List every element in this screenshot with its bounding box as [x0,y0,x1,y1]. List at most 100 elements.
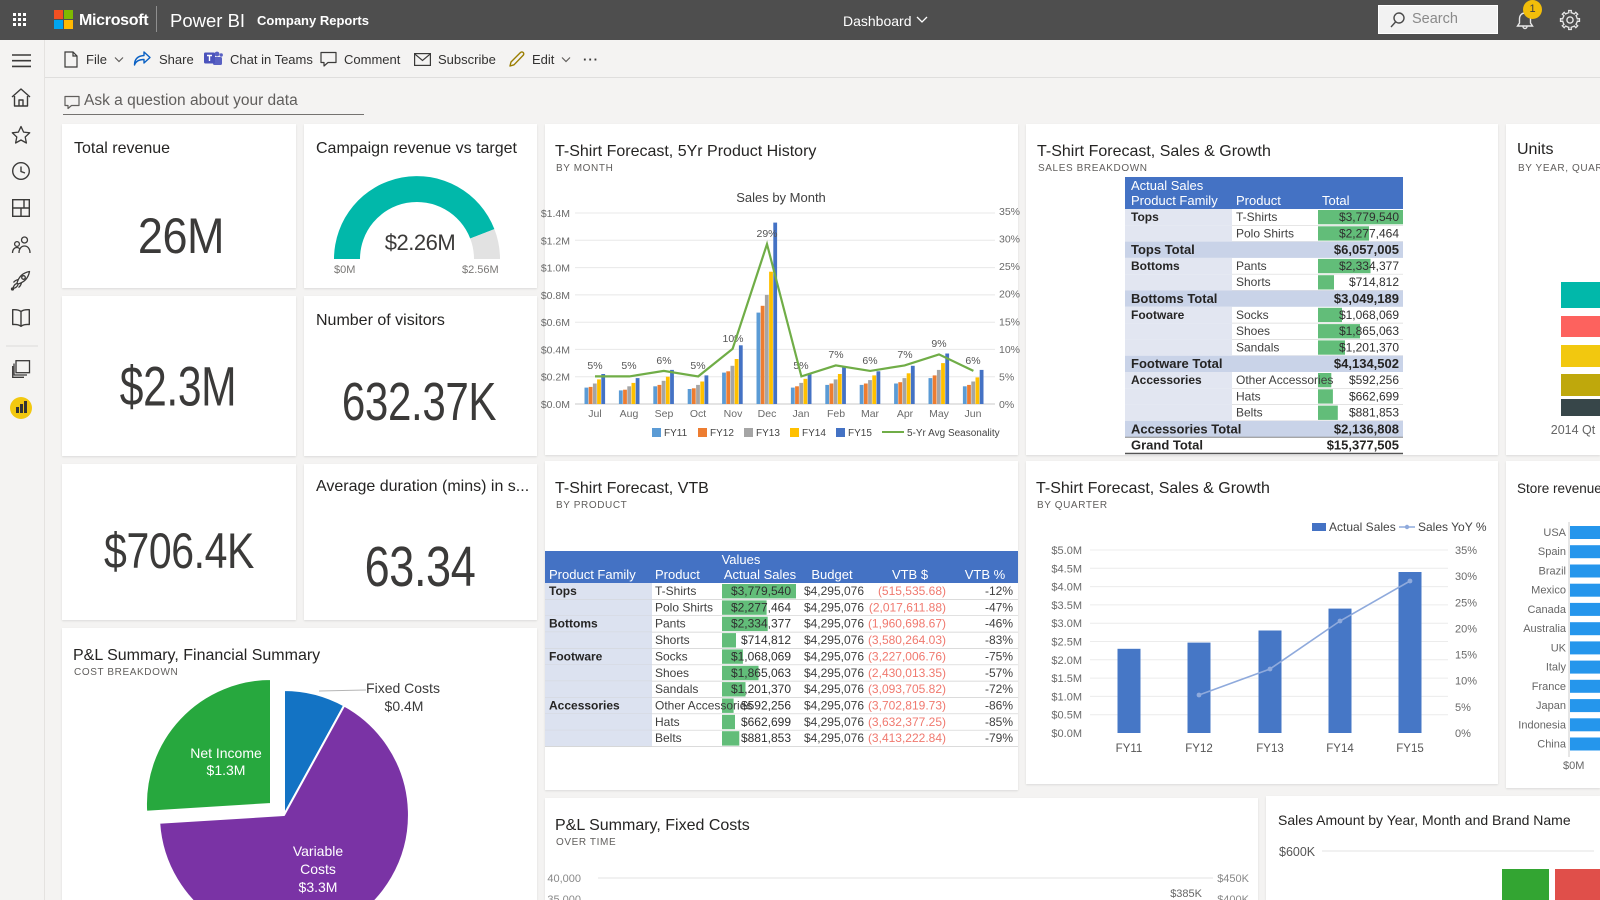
svg-text:Australia: Australia [1523,623,1567,635]
svg-text:$714,812: $714,812 [1349,275,1399,289]
svg-text:Actual Sales: Actual Sales [724,567,797,582]
svg-text:$450K: $450K [1217,873,1249,885]
svg-text:$3,049,189: $3,049,189 [1334,291,1399,306]
svg-text:$1.4M: $1.4M [541,208,570,220]
svg-text:Accessories: Accessories [1131,373,1202,387]
svg-text:Indonesia: Indonesia [1518,719,1567,731]
svg-text:$5.0M: $5.0M [1051,545,1082,557]
svg-text:FY15: FY15 [1396,743,1424,755]
svg-text:$1,068,069: $1,068,069 [731,649,791,663]
svg-text:Product Family: Product Family [549,567,636,582]
svg-text:(515,535.68): (515,535.68) [878,584,946,598]
svg-text:-47%: -47% [985,600,1013,614]
svg-text:FY12: FY12 [710,428,734,439]
svg-text:Sandals: Sandals [655,682,698,696]
svg-text:15%: 15% [999,316,1020,328]
svg-text:Other Accessories: Other Accessories [655,699,752,713]
svg-text:Shoes: Shoes [655,666,689,680]
svg-text:Japan: Japan [1536,700,1566,712]
svg-text:$6,057,005: $6,057,005 [1334,242,1399,257]
svg-text:$662,699: $662,699 [1349,389,1399,403]
svg-text:$1.0M: $1.0M [1051,691,1082,703]
svg-text:$0M: $0M [1563,760,1584,772]
svg-text:Spain: Spain [1538,546,1566,558]
svg-text:Hats: Hats [655,715,680,729]
svg-text:Pants: Pants [1236,259,1267,273]
svg-text:Shorts: Shorts [1236,275,1271,289]
svg-text:6%: 6% [656,355,671,367]
svg-text:$0.4M: $0.4M [541,344,570,356]
svg-text:FY14: FY14 [802,428,826,439]
svg-text:Fixed Costs: Fixed Costs [366,680,440,696]
svg-text:5-Yr Avg Seasonality: 5-Yr Avg Seasonality [907,428,1000,439]
svg-text:$1,201,370: $1,201,370 [731,682,791,696]
svg-text:Product: Product [1236,193,1281,208]
svg-text:Socks: Socks [655,649,688,663]
svg-text:-75%: -75% [985,649,1013,663]
svg-text:30%: 30% [999,234,1020,246]
svg-text:Bottoms Total: Bottoms Total [1131,291,1217,306]
svg-text:(3,632,377.25): (3,632,377.25) [868,715,946,729]
svg-text:40,000: 40,000 [547,873,581,885]
svg-text:$881,853: $881,853 [1349,406,1399,420]
svg-text:(3,580,264.03): (3,580,264.03) [868,633,946,647]
svg-text:VTB $: VTB $ [892,567,929,582]
svg-text:$1.5M: $1.5M [1051,673,1082,685]
svg-text:$4,134,502: $4,134,502 [1334,356,1399,371]
svg-text:$1.0M: $1.0M [541,263,570,275]
svg-text:$1,068,069: $1,068,069 [1339,308,1399,322]
svg-text:VTB %: VTB % [965,567,1006,582]
svg-text:Belts: Belts [655,731,682,745]
svg-text:Budget: Budget [811,567,853,582]
svg-text:USA: USA [1543,527,1566,539]
svg-text:Oct: Oct [690,408,706,420]
svg-text:Tops: Tops [549,584,577,598]
svg-text:Jul: Jul [588,408,601,420]
svg-text:Actual Sales: Actual Sales [1131,178,1204,193]
svg-text:25%: 25% [999,261,1020,273]
svg-text:$4.0M: $4.0M [1051,582,1082,594]
svg-text:$592,256: $592,256 [741,699,791,713]
svg-text:20%: 20% [999,289,1020,301]
svg-text:Nov: Nov [724,408,743,420]
svg-text:$3,779,540: $3,779,540 [731,584,791,598]
svg-text:Actual Sales: Actual Sales [1329,520,1396,534]
svg-text:FY15: FY15 [848,428,872,439]
svg-text:Accessories: Accessories [549,699,620,713]
svg-text:-46%: -46% [985,617,1013,631]
svg-text:5%: 5% [999,371,1014,383]
svg-text:$4,295,076: $4,295,076 [804,666,864,680]
svg-text:(2,430,013.35): (2,430,013.35) [868,666,946,680]
svg-text:35%: 35% [1455,545,1477,557]
svg-text:9%: 9% [931,338,946,350]
svg-text:Belts: Belts [1236,406,1263,420]
svg-text:0%: 0% [999,399,1014,411]
svg-text:Apr: Apr [897,408,914,420]
svg-text:(3,413,222.84): (3,413,222.84) [868,731,946,745]
svg-text:35%: 35% [999,206,1020,218]
svg-text:(3,093,705.82): (3,093,705.82) [868,682,946,696]
svg-text:Accessories Total: Accessories Total [1131,421,1241,436]
svg-text:-79%: -79% [985,731,1013,745]
svg-text:$2,277,464: $2,277,464 [1339,226,1399,240]
svg-text:$15,377,505: $15,377,505 [1327,438,1399,453]
svg-text:$4,295,076: $4,295,076 [804,649,864,663]
svg-text:Costs: Costs [300,861,336,877]
svg-text:UK: UK [1551,642,1567,654]
svg-text:15%: 15% [1455,650,1477,662]
svg-text:Other Accessories: Other Accessories [1236,373,1333,387]
svg-text:Socks: Socks [1236,308,1269,322]
svg-text:$0.4M: $0.4M [385,698,424,714]
svg-text:-86%: -86% [985,699,1013,713]
svg-text:Tops: Tops [1131,210,1159,224]
svg-text:Product Family: Product Family [1131,193,1218,208]
svg-text:-12%: -12% [985,584,1013,598]
svg-text:Mar: Mar [861,408,880,420]
svg-text:$662,699: $662,699 [741,715,791,729]
svg-text:30%: 30% [1455,571,1477,583]
svg-text:Footware: Footware [549,649,603,663]
svg-text:T-Shirts: T-Shirts [1236,210,1277,224]
svg-text:$4,295,076: $4,295,076 [804,715,864,729]
svg-text:7%: 7% [897,349,912,361]
svg-text:5%: 5% [587,360,602,372]
